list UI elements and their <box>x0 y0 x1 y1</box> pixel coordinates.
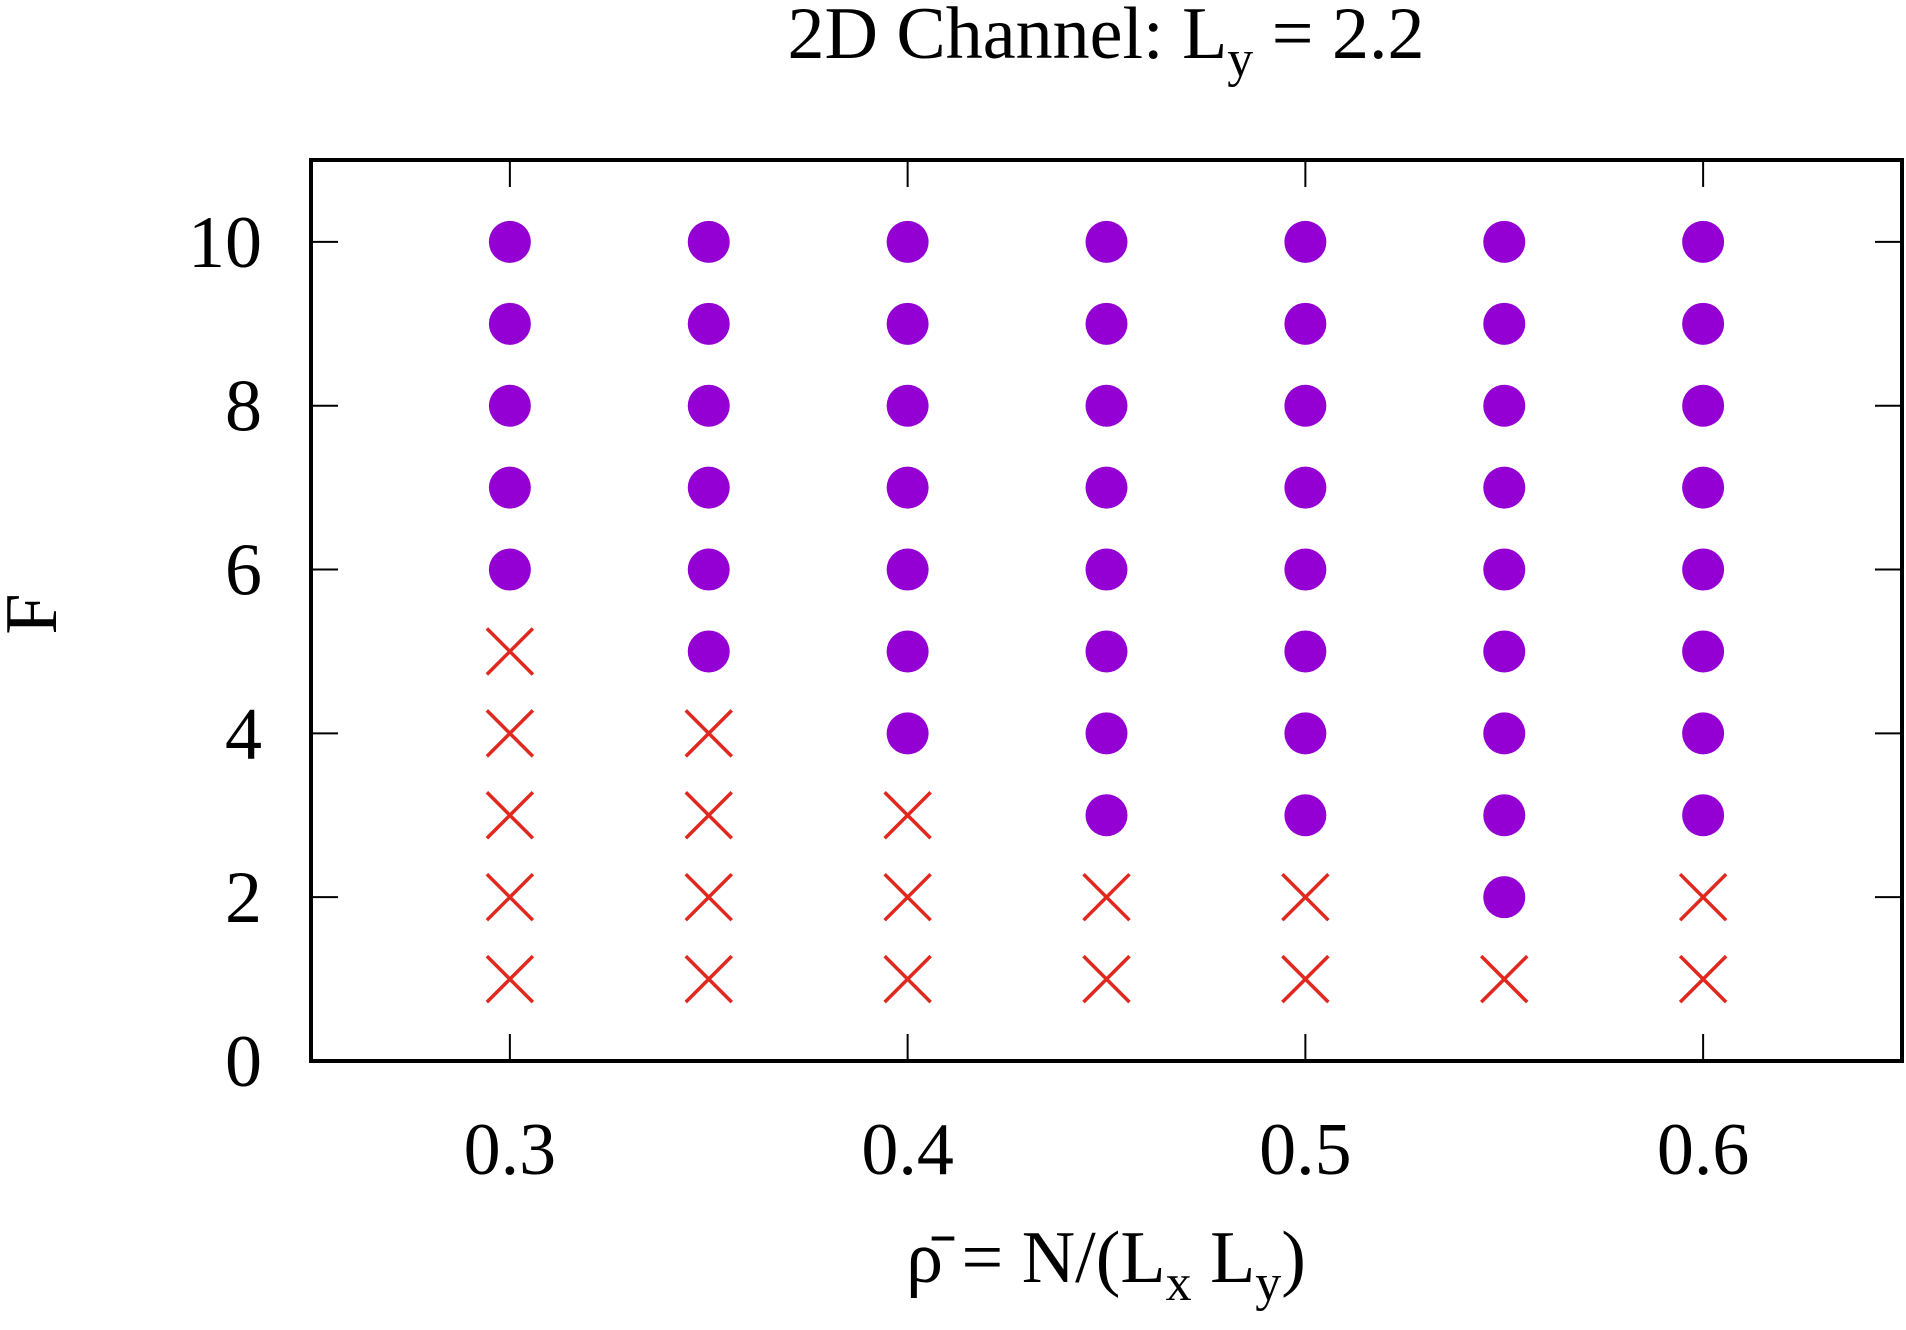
point <box>687 548 730 591</box>
point <box>1085 712 1128 755</box>
point <box>1281 954 1330 1004</box>
x-tick-label: 0.6 <box>1657 1109 1750 1191</box>
point <box>886 548 929 591</box>
text-part: ρ̄ = N/(L <box>906 1217 1166 1299</box>
point <box>1682 220 1725 263</box>
point <box>1682 712 1725 755</box>
y-tick-label: 8 <box>225 366 262 448</box>
text-part: ) <box>1281 1217 1306 1299</box>
point <box>1682 548 1725 591</box>
subscript: x <box>1166 1255 1192 1312</box>
point <box>886 466 929 509</box>
x-tick-label: 0.4 <box>861 1109 954 1191</box>
point <box>886 712 929 755</box>
y-tick-label: 4 <box>225 693 262 775</box>
point <box>1678 954 1728 1004</box>
subscript: y <box>1227 31 1253 88</box>
point <box>1483 302 1526 345</box>
y-axis-label: F <box>0 593 73 634</box>
point <box>687 384 730 427</box>
point <box>1682 302 1725 345</box>
point <box>485 709 535 758</box>
point <box>1483 876 1526 919</box>
point <box>1085 384 1128 427</box>
point <box>485 872 535 922</box>
text-part: = 2.2 <box>1253 0 1424 75</box>
plot-frame <box>309 158 1904 1063</box>
point <box>485 954 535 1004</box>
x-axis-label: ρ̄ = N/(Lx Ly) <box>906 1217 1306 1312</box>
point <box>1085 630 1128 673</box>
point <box>488 220 531 263</box>
point <box>1483 466 1526 509</box>
point <box>1483 548 1526 591</box>
point <box>485 791 535 840</box>
point <box>1284 220 1327 263</box>
point <box>1284 302 1327 345</box>
point <box>488 466 531 509</box>
point <box>1085 548 1128 591</box>
point <box>1284 466 1327 509</box>
point <box>485 627 535 676</box>
point <box>1682 794 1725 837</box>
point <box>1483 630 1526 673</box>
point <box>684 872 733 922</box>
point <box>1082 872 1131 922</box>
point <box>1085 220 1128 263</box>
point <box>1678 872 1728 922</box>
point <box>684 709 733 758</box>
point <box>1483 794 1526 837</box>
point <box>1284 384 1327 427</box>
point <box>1483 712 1526 755</box>
point <box>1082 954 1131 1004</box>
point <box>687 466 730 509</box>
point <box>684 791 733 840</box>
point <box>1085 794 1128 837</box>
point <box>488 384 531 427</box>
point <box>488 302 531 345</box>
y-tick-label: 6 <box>225 530 262 612</box>
point <box>687 630 730 673</box>
point <box>1682 384 1725 427</box>
point <box>1483 384 1526 427</box>
y-tick-label: 10 <box>188 202 262 284</box>
point <box>1281 872 1330 922</box>
point <box>1284 712 1327 755</box>
point <box>886 630 929 673</box>
chart-title: 2D Channel: Ly = 2.2 <box>787 0 1424 88</box>
point <box>488 548 531 591</box>
point <box>883 872 932 922</box>
subscript: y <box>1255 1255 1281 1312</box>
point <box>687 220 730 263</box>
y-tick-label: 2 <box>225 857 262 939</box>
point <box>883 791 932 840</box>
point <box>886 384 929 427</box>
text-part: L <box>1192 1217 1256 1299</box>
x-tick-label: 0.3 <box>464 1109 557 1191</box>
point <box>1682 466 1725 509</box>
point <box>1284 794 1327 837</box>
point <box>1284 630 1327 673</box>
point <box>1483 220 1526 263</box>
point <box>1682 630 1725 673</box>
text-part: 2D Channel: L <box>787 0 1227 75</box>
y-tick-label: 0 <box>225 1021 262 1103</box>
point <box>1480 954 1529 1004</box>
point <box>1085 466 1128 509</box>
point <box>1284 548 1327 591</box>
x-tick-label: 0.5 <box>1259 1109 1352 1191</box>
point <box>1085 302 1128 345</box>
point <box>883 954 932 1004</box>
point <box>886 302 929 345</box>
point <box>684 954 733 1004</box>
point <box>886 220 929 263</box>
point <box>687 302 730 345</box>
